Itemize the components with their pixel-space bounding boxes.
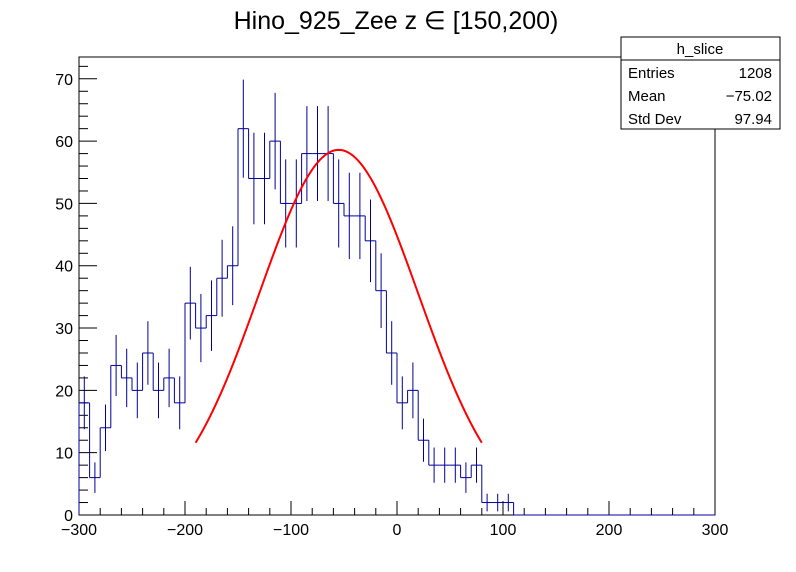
x-tick-label: 300	[702, 522, 729, 539]
chart-title: Hino_925_Zee z ∈ [150,200)	[234, 7, 559, 35]
gaussian-fit-curve	[194, 148, 483, 444]
stats-label-entries: Entries	[628, 65, 675, 82]
axes: −300 −200 −100 0 100 200 300 0 10 20 30 40 50 60 70	[55, 65, 729, 539]
y-tick-label: 20	[55, 383, 73, 400]
histogram	[78, 128, 715, 516]
y-tick-label: 0	[64, 508, 73, 525]
y-tick-label: 30	[55, 321, 73, 338]
x-tick-label: −200	[167, 522, 203, 539]
stats-label-stddev: Std Dev	[628, 111, 682, 128]
y-tick-label: 40	[55, 259, 73, 276]
stats-value-mean: −75.02	[726, 88, 772, 105]
stats-box-title: h_slice	[677, 41, 724, 58]
stats-box-frame	[620, 36, 781, 130]
y-tick-label: 70	[55, 72, 73, 89]
x-tick-label: 100	[490, 522, 517, 539]
x-tick-label: 200	[596, 522, 623, 539]
x-tick-label: 0	[393, 522, 402, 539]
stats-value-entries: 1208	[739, 65, 772, 82]
plot-frame	[78, 56, 716, 516]
x-tick-label: −100	[273, 522, 309, 539]
y-tick-label: 60	[55, 134, 73, 151]
stats-box: h_slice Entries 1208 Mean −75.02 Std Dev…	[620, 36, 781, 130]
y-tick-label: 10	[55, 446, 73, 463]
stats-value-stddev: 97.94	[734, 111, 772, 128]
x-tick-label: −300	[61, 522, 97, 539]
error-bars	[83, 79, 509, 512]
y-tick-label: 50	[55, 196, 73, 213]
stats-label-mean: Mean	[628, 88, 666, 105]
